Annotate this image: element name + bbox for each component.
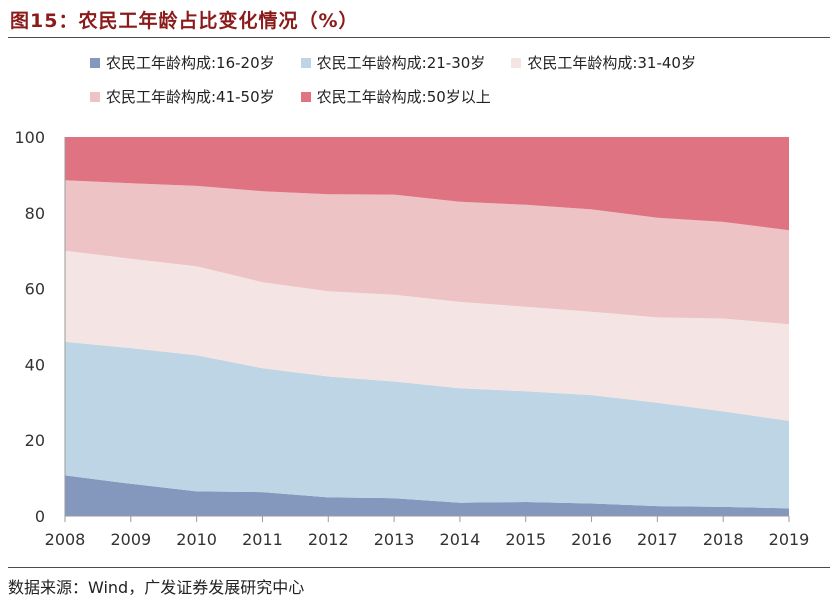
page-title: 图15：农民工年龄占比变化情况（%） — [10, 10, 359, 32]
x-tick-label: 2010 — [176, 530, 217, 549]
legend-row-2: 农民工年龄构成:41-50岁 农民工年龄构成:50岁以上 — [90, 86, 790, 120]
x-tick-label: 2012 — [308, 530, 349, 549]
y-tick-label: 20 — [25, 431, 45, 450]
area-series-2 — [65, 250, 789, 421]
legend-item-50-plus: 农民工年龄构成:50岁以上 — [300, 86, 491, 107]
y-tick-label: 100 — [14, 128, 45, 147]
legend-swatch-31-40 — [511, 57, 522, 68]
chart-legend: 农民工年龄构成:16-20岁 农民工年龄构成:21-30岁 农民工年龄构成:31… — [90, 52, 790, 120]
area-series-4 — [65, 137, 789, 231]
y-tick-label: 80 — [25, 204, 45, 223]
x-tick-label: 2018 — [703, 530, 744, 549]
x-tick-label: 2009 — [110, 530, 151, 549]
x-tick-label: 2019 — [769, 530, 810, 549]
legend-label-31-40: 农民工年龄构成:31-40岁 — [527, 54, 696, 72]
legend-swatch-16-20 — [90, 57, 100, 68]
legend-swatch-21-30 — [300, 57, 311, 68]
legend-label-41-50: 农民工年龄构成:41-50岁 — [106, 88, 275, 106]
legend-item-31-40: 农民工年龄构成:31-40岁 — [511, 52, 696, 73]
area-series-1 — [65, 341, 789, 509]
x-tick-label: 2016 — [571, 530, 612, 549]
title-divider — [8, 37, 830, 38]
x-tick-label: 2017 — [637, 530, 678, 549]
legend-item-16-20: 农民工年龄构成:16-20岁 — [90, 52, 275, 73]
x-tick-label: 2011 — [242, 530, 283, 549]
x-tick-label: 2014 — [440, 530, 481, 549]
area-series-3 — [65, 180, 789, 325]
legend-label-50-plus: 农民工年龄构成:50岁以上 — [316, 88, 491, 106]
x-tick-label: 2015 — [505, 530, 546, 549]
stacked-area-chart: 0 20 40 60 80 100 2008 2009 2010 2011 2012 2013 2014… — [14, 128, 810, 549]
x-tick-label: 2008 — [45, 530, 86, 549]
legend-item-41-50: 农民工年龄构成:41-50岁 — [90, 86, 275, 107]
footer-divider — [8, 567, 830, 568]
source-note: 数据来源：Wind，广发证券发展研究中心 — [8, 578, 305, 597]
legend-swatch-41-50 — [90, 91, 100, 102]
legend-label-21-30: 农民工年龄构成:21-30岁 — [316, 54, 486, 72]
legend-swatch-50-plus — [300, 91, 311, 102]
legend-row-1: 农民工年龄构成:16-20岁 农民工年龄构成:21-30岁 农民工年龄构成:31… — [90, 52, 790, 86]
y-tick-label: 40 — [25, 355, 45, 374]
x-tick-label: 2013 — [374, 530, 415, 549]
legend-label-16-20: 农民工年龄构成:16-20岁 — [106, 54, 275, 72]
y-tick-label: 60 — [25, 280, 45, 299]
y-tick-label: 0 — [35, 507, 45, 526]
legend-item-21-30: 农民工年龄构成:21-30岁 — [300, 52, 486, 73]
area-series-0 — [65, 475, 789, 516]
